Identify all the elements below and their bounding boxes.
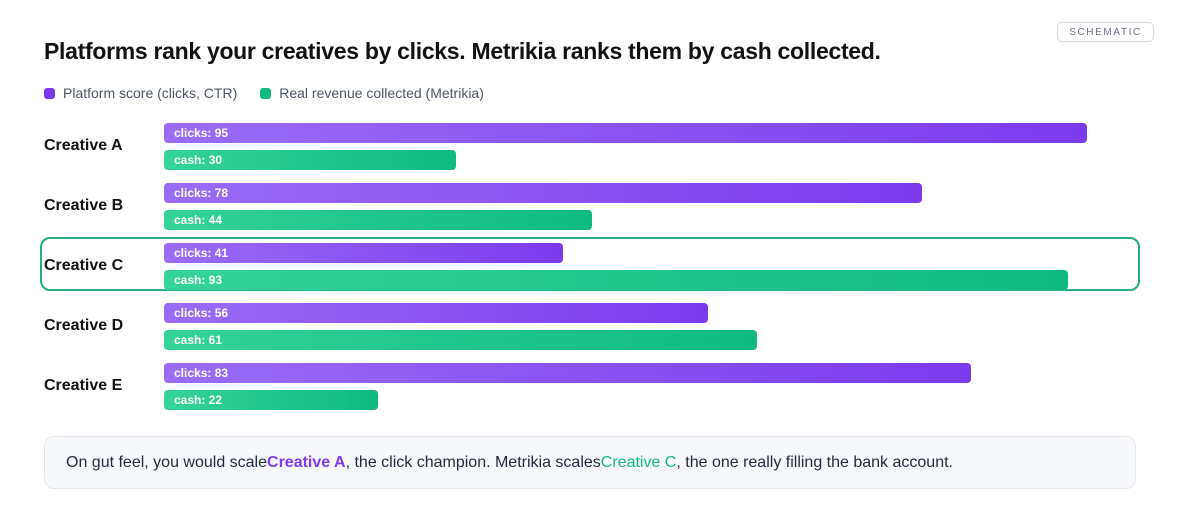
clicks-bar-creative-c: clicks: 41 xyxy=(164,243,563,263)
note-text-3: , the one really filling the bank accoun… xyxy=(676,453,953,471)
legend-swatch-clicks xyxy=(44,87,55,99)
chart-legend: Platform score (clicks, CTR) Real revenu… xyxy=(44,85,484,101)
note-creative-a: Creative A xyxy=(267,453,346,471)
legend-label-cash: Real revenue collected (Metrikia) xyxy=(279,85,484,101)
note-text-2: , the click champion. Metrikia scales xyxy=(345,453,601,471)
category-label-creative-c: Creative C xyxy=(44,257,124,274)
cash-bar-creative-a: cash: 30 xyxy=(164,150,456,170)
legend-item-cash: Real revenue collected (Metrikia) xyxy=(260,85,484,101)
legend-label-clicks: Platform score (clicks, CTR) xyxy=(63,85,238,101)
clicks-bar-creative-b: clicks: 78 xyxy=(164,183,923,203)
cash-bar-creative-b: cash: 44 xyxy=(164,210,592,230)
bar-chart: Creative A clicks: 95 cash: 30 Creative B cl… xyxy=(40,123,1140,410)
category-label-creative-e: Creative E xyxy=(44,377,123,394)
legend-item-clicks: Platform score (clicks, CTR) xyxy=(44,85,237,101)
legend-swatch-cash xyxy=(260,87,272,99)
note-text-1: On gut feel, you would scale xyxy=(66,453,268,471)
clicks-bar-creative-e: clicks: 83 xyxy=(164,363,971,383)
cash-bar-creative-d: cash: 61 xyxy=(164,330,757,350)
note-creative-c: Creative C xyxy=(600,453,677,471)
category-label-creative-d: Creative D xyxy=(44,317,124,334)
schematic-badge: SCHEMATIC xyxy=(1057,22,1154,42)
highlight-box-creative-c xyxy=(40,237,1140,291)
summary-note: On gut feel, you would scale Creative A … xyxy=(44,436,1136,489)
clicks-bar-creative-d: clicks: 56 xyxy=(164,303,709,323)
cash-bar-creative-c: cash: 93 xyxy=(164,270,1068,290)
cash-bar-creative-e: cash: 22 xyxy=(164,390,378,410)
clicks-bar-creative-a: clicks: 95 xyxy=(164,123,1088,143)
category-label-creative-b: Creative B xyxy=(44,197,124,214)
category-label-creative-a: Creative A xyxy=(44,137,123,154)
chart-title: Platforms rank your creatives by clicks.… xyxy=(44,38,881,64)
